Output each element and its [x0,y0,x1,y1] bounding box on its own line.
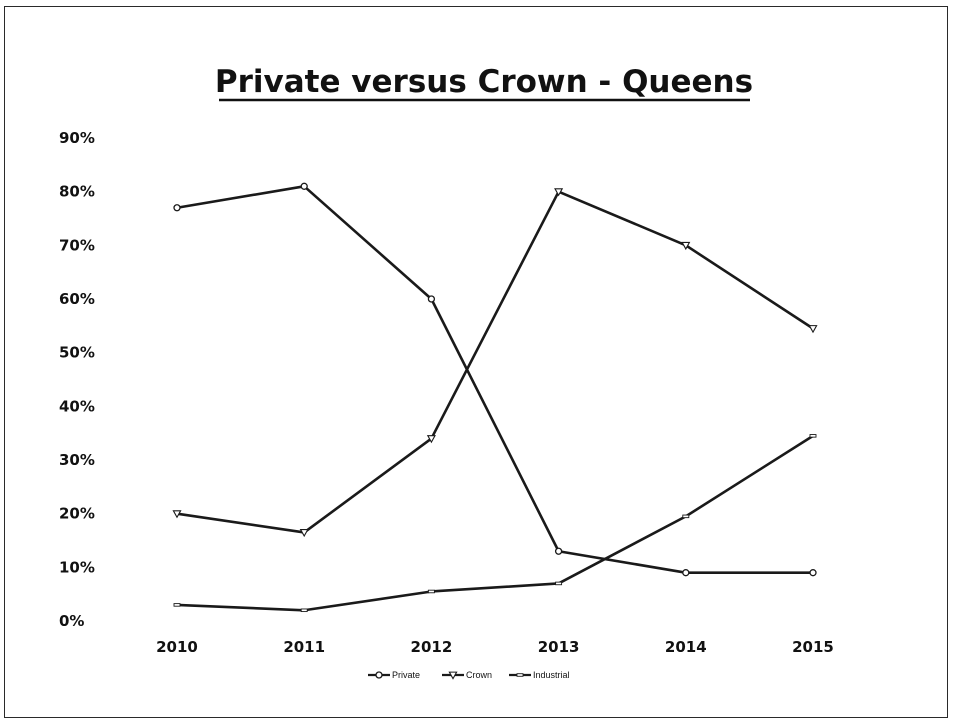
data-point [300,608,308,613]
series-line-private [176,185,813,575]
y-tick-label: 20% [59,505,95,523]
data-point [808,325,818,334]
data-point [173,603,181,607]
legend-label: Private [392,670,420,680]
legend-label: Crown [466,670,492,680]
y-tick-label: 90% [59,129,95,147]
data-point [299,529,309,538]
data-point [809,569,817,577]
chart-frame [4,6,948,718]
y-tick-label: 80% [59,183,95,201]
legend-item-private: Private [368,670,420,680]
data-point [554,547,563,555]
y-tick-label: 30% [59,451,95,469]
x-tick-label: 2010 [156,638,198,656]
x-tick-label: 2013 [538,638,580,656]
x-tick-label: 2015 [792,638,834,656]
legend-marker [516,673,524,677]
data-point [809,434,817,438]
x-tick-label: 2012 [411,638,453,656]
legend-label: Industrial [533,670,570,680]
data-point [427,589,435,594]
legend-item-crown: Crown [442,670,492,680]
legend-item-industrial: Industrial [509,670,570,680]
y-tick-label: 70% [59,236,95,254]
legend-marker [448,671,458,680]
chart-title: Private versus Crown - Queens [215,64,753,100]
data-point [300,182,308,190]
y-tick-label: 10% [59,558,95,576]
series-line-crown [176,190,814,534]
data-point [682,569,690,577]
data-point [426,435,436,444]
data-point [681,241,691,251]
y-tick-label: 0% [59,612,84,630]
x-tick-label: 2011 [283,638,325,656]
data-point [172,510,182,519]
data-point [554,188,564,197]
y-tick-label: 40% [59,397,95,415]
x-tick-label: 2014 [665,638,707,656]
data-point [427,295,436,303]
series-line-industrial [176,434,814,612]
legend-marker [375,671,383,679]
data-point [173,204,181,212]
data-point [555,581,563,586]
y-tick-label: 60% [59,290,95,308]
data-point [682,514,690,519]
y-tick-label: 50% [59,344,95,362]
